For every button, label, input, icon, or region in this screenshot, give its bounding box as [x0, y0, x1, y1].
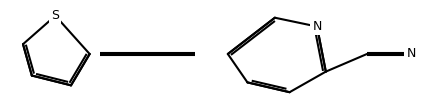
Text: N: N [406, 47, 415, 61]
Text: S: S [51, 9, 59, 22]
Text: N: N [311, 20, 321, 33]
